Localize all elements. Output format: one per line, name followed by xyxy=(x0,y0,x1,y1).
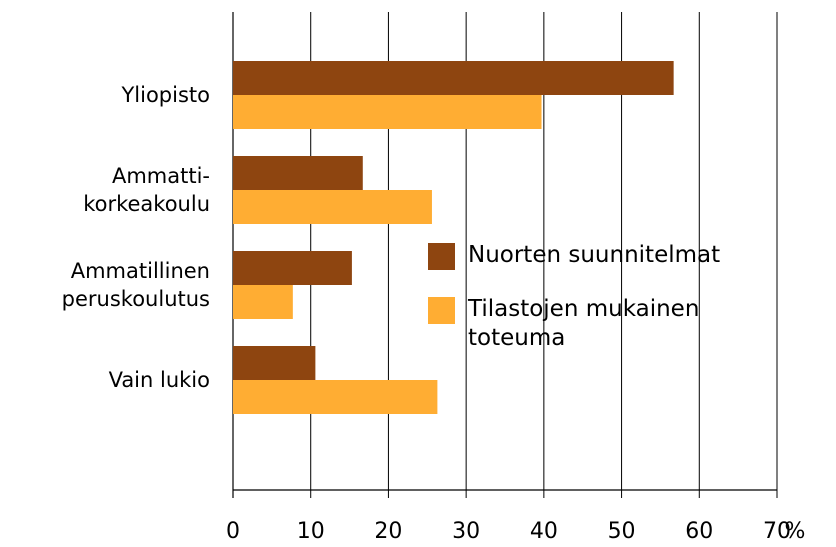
x-tick-label: 70 xyxy=(763,519,791,544)
bar xyxy=(233,380,438,414)
x-tick-label: 40 xyxy=(530,519,558,544)
legend-label: Nuorten suunnitelmat xyxy=(468,242,721,268)
bar xyxy=(233,95,542,129)
bar xyxy=(233,346,316,380)
bar xyxy=(233,190,432,224)
y-tick-label: Ammatti- korkeakoulu xyxy=(83,164,210,216)
x-tick-label: 10 xyxy=(297,519,325,544)
x-tick-label: 60 xyxy=(685,519,713,544)
x-axis-label: % xyxy=(785,519,806,544)
legend-swatch xyxy=(428,243,455,270)
y-tick-label: Ammatillinen peruskoulutus xyxy=(61,259,210,311)
legend-swatch xyxy=(428,297,455,324)
x-tick-label: 30 xyxy=(452,519,480,544)
legend-label: Tilastojen mukainen toteuma xyxy=(468,296,700,351)
bar xyxy=(233,156,363,190)
bar xyxy=(233,251,352,285)
x-tick-label: 0 xyxy=(226,519,240,544)
bar xyxy=(233,285,293,319)
y-tick-label: Yliopisto xyxy=(121,83,210,107)
bar xyxy=(233,61,674,95)
y-tick-label: Vain lukio xyxy=(108,368,210,392)
x-tick-label: 20 xyxy=(374,519,402,544)
x-tick-label: 50 xyxy=(608,519,636,544)
